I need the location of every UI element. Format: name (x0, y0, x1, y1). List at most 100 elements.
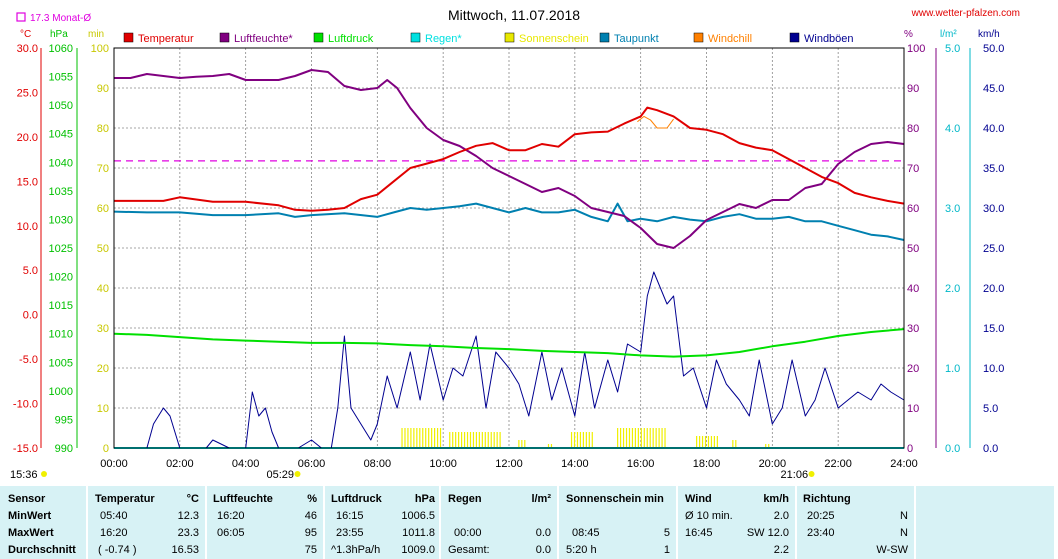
x-tick-label: 10:00 (429, 458, 457, 470)
axis-tick-pct: 100 (907, 43, 925, 55)
x-tick-label: 08:00 (364, 458, 392, 470)
axis-tick-pct: 90 (907, 83, 919, 95)
legend-swatch (410, 32, 421, 43)
press-avg-value: 1009.0 (401, 544, 435, 556)
wind-avg-value: 2.2 (773, 544, 789, 556)
axis-tick-wind: 45.0 (983, 83, 1004, 95)
axis-tick-hpa: 1010 (49, 329, 73, 341)
legend-swatch (313, 32, 324, 43)
legend-swatch (789, 32, 800, 43)
legend-label: Regen* (425, 33, 462, 45)
axis-tick-hpa: 995 (55, 414, 73, 426)
current-time-label: 15:36 (10, 469, 38, 481)
rain-unit: l/m² (531, 493, 551, 505)
wind-unit: km/h (763, 493, 789, 505)
x-tick-label: 18:00 (693, 458, 721, 470)
axis-tick-pct: 40 (907, 283, 919, 295)
unit-temp: °C (20, 29, 31, 40)
axis-tick-wind: 15.0 (983, 323, 1004, 335)
x-tick-label: 14:00 (561, 458, 589, 470)
axis-tick-pct: 50 (907, 243, 919, 255)
press-title: Luftdruck (331, 493, 382, 505)
unit-rain: l/m² (940, 29, 957, 40)
press-max-time: 23:55 (336, 527, 364, 539)
hum-max-time: 06:05 (217, 527, 245, 539)
legend-label: Luftfeuchte* (234, 33, 293, 45)
x-tick-label: 02:00 (166, 458, 194, 470)
plot-frame (113, 47, 905, 449)
axis-tick-temp: 15.0 (17, 176, 38, 188)
axis-tick-temp: 5.0 (23, 265, 38, 277)
hum-avg-value: 75 (304, 544, 317, 556)
chart-title: Mittwoch, 11.07.2018 (448, 7, 580, 23)
axis-tick-wind: 20.0 (983, 283, 1004, 295)
summary-panel: Sensor MinWert MaxWert Durchschnitt Temp… (0, 486, 1058, 559)
press-avg-note: ^1.3hPa/h (331, 544, 381, 556)
hum-min-value: 46 (304, 510, 317, 522)
series-luftfeuchte (114, 69, 905, 249)
unit-pct: % (904, 29, 913, 40)
label-avg: Durchschnitt (8, 544, 76, 556)
axis-tick-min: 10 (97, 403, 109, 415)
axis-tick-min: 60 (97, 203, 109, 215)
axis-tick-hpa: 990 (55, 443, 73, 455)
axis-tick-wind: 5.0 (983, 403, 998, 415)
axis-tick-rain: 0.0 (945, 443, 960, 455)
axis-tick-temp: 0.0 (23, 310, 38, 322)
legend-swatch (504, 32, 515, 43)
axis-tick-hpa: 1005 (49, 357, 73, 369)
col-sun: Sonnenschein min 08:45 5 5:20 h 1 (559, 486, 676, 559)
axis-tick-hpa: 1020 (49, 272, 73, 284)
x-tick-label: 22:00 (824, 458, 852, 470)
axis-tick-wind: 40.0 (983, 123, 1004, 135)
col-sensor: Sensor MinWert MaxWert Durchschnitt (0, 486, 86, 559)
axis-tick-wind: 25.0 (983, 243, 1004, 255)
axis-tick-min: 20 (97, 363, 109, 375)
col-empty (916, 486, 1054, 559)
axis-tick-rain: 3.0 (945, 203, 960, 215)
series-taupunkt (113, 202, 905, 241)
col-temperature: Temperatur °C 05:40 12.3 16:20 23.3 ( -0.74… (88, 486, 205, 559)
axis-tick-pct: 70 (907, 163, 919, 175)
axis-tick-rain: 1.0 (945, 363, 960, 375)
sunrise-label: 05:29 (266, 469, 294, 481)
axis-tick-temp: 20.0 (17, 132, 38, 144)
chart-background (0, 0, 1058, 486)
x-tick-label: 00:00 (100, 458, 128, 470)
temp-unit: °C (186, 493, 199, 505)
legend-label: Windchill (708, 33, 752, 45)
axis-tick-pct: 0 (907, 443, 913, 455)
time-markers: 05:29 21:06 15:36 (10, 469, 815, 481)
x-tick-label: 04:00 (232, 458, 260, 470)
label-max: MaxWert (8, 527, 54, 539)
axis-tick-pct: 20 (907, 363, 919, 375)
rain-max-value: 0.0 (535, 527, 551, 539)
legend-swatch (599, 32, 610, 43)
sun-max-value: 5 (663, 527, 670, 539)
press-min-value: 1006.5 (401, 510, 435, 522)
legend-label: Temperatur (138, 33, 194, 45)
x-tick-label: 12:00 (495, 458, 523, 470)
hum-unit: % (307, 493, 317, 505)
col-pressure: Luftdruck hPa 16:15 1006.5 23:55 1011.8 ^1.… (325, 486, 439, 559)
temp-avg-note: ( -0.74 ) (98, 544, 137, 556)
dir-max-value: N (900, 527, 908, 539)
dir-title: Richtung (803, 493, 851, 505)
sun-avg-value: 1 (663, 544, 670, 556)
series-luftdruck (113, 328, 905, 358)
axis-tick-min: 70 (97, 163, 109, 175)
legend-label: Taupunkt (614, 33, 659, 45)
axis-tick-hpa: 1045 (49, 129, 73, 141)
sun-title: Sonnenschein min (566, 493, 664, 505)
axis-tick-rain: 4.0 (945, 123, 960, 135)
axis-tick-min: 50 (97, 243, 109, 255)
axis-tick-hpa: 1035 (49, 186, 73, 198)
hum-min-time: 16:20 (217, 510, 245, 522)
current-time-icon (41, 471, 47, 477)
month-avg-label: 17.3 Monat-Ø (30, 13, 91, 24)
axis-tick-rain: 5.0 (945, 43, 960, 55)
legend-swatch (219, 32, 230, 43)
axis-tick-temp: 30.0 (17, 43, 38, 55)
axis-tick-wind: 50.0 (983, 43, 1004, 55)
press-min-time: 16:15 (336, 510, 364, 522)
